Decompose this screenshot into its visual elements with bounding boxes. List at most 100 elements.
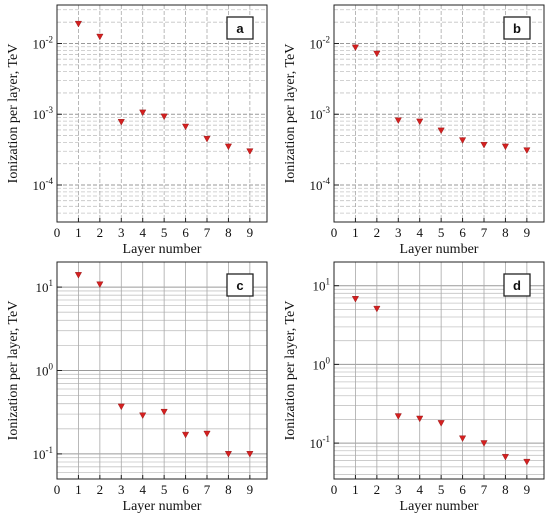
data-point <box>459 137 467 144</box>
panel-label-box <box>503 273 531 297</box>
x-tick-label: 2 <box>374 482 381 497</box>
data-point <box>351 44 359 52</box>
grid <box>57 261 267 480</box>
x-tick-label: 9 <box>524 225 531 240</box>
data-point <box>523 458 531 466</box>
x-tick-label: 7 <box>481 482 488 497</box>
data-point <box>416 415 424 423</box>
x-tick-label: 6 <box>459 225 466 240</box>
y-tick-label: 10-1 <box>33 445 54 462</box>
data-point <box>246 451 254 458</box>
x-tick-label: 7 <box>481 225 488 240</box>
x-axis-label: Layer number <box>400 242 479 257</box>
data-point <box>96 33 104 41</box>
y-tick-label: 100 <box>313 355 331 372</box>
plot-area <box>57 5 267 222</box>
x-tick-label: 0 <box>331 482 338 497</box>
x-tick-label: 9 <box>247 482 254 497</box>
data-point <box>182 123 190 131</box>
data-point <box>203 135 211 143</box>
data-point <box>224 451 232 458</box>
x-tick-label: 1 <box>352 482 359 497</box>
data-point <box>437 420 445 427</box>
plot-frame <box>333 261 545 480</box>
data-point <box>373 305 381 313</box>
panel-label-box <box>226 273 254 297</box>
x-tick-label: 3 <box>118 225 125 240</box>
x-tick-label: 3 <box>395 225 402 240</box>
y-tick-label: 10-4 <box>310 176 331 193</box>
data-point <box>416 118 424 126</box>
x-tick-label: 5 <box>438 482 445 497</box>
panel-a: 0 1 2 3 4 5 6 7 8 9 10-2 10-3 10-4 Layer number Ioniza… <box>6 4 268 257</box>
data-point <box>74 272 82 279</box>
data-point <box>523 147 531 154</box>
data-point <box>96 281 104 288</box>
panel-label: c <box>236 278 243 293</box>
x-tick-label: 9 <box>524 482 531 497</box>
x-tick-label: 3 <box>118 482 125 497</box>
data-point <box>501 143 509 151</box>
x-tick-label: 0 <box>331 225 338 240</box>
data-point <box>203 430 211 438</box>
data-point <box>394 117 402 124</box>
plot-frame <box>333 4 545 223</box>
y-tick-label: 10-2 <box>33 34 54 51</box>
x-tick-label: 0 <box>54 482 61 497</box>
y-tick-label: 10-4 <box>33 176 54 193</box>
x-tick-label: 8 <box>502 225 509 240</box>
y-tick-label: 100 <box>36 362 54 379</box>
data-point <box>74 20 82 28</box>
x-tick-label: 9 <box>247 225 254 240</box>
data-point <box>437 127 445 135</box>
grid <box>334 5 544 223</box>
data-point <box>182 431 190 439</box>
plot-frame <box>56 4 268 223</box>
data-point <box>117 119 125 126</box>
panel-label-box <box>503 16 531 40</box>
x-tick-label: 6 <box>182 225 189 240</box>
x-tick-label: 8 <box>502 482 509 497</box>
y-axis-label: Ionization per layer, TeV <box>6 301 21 441</box>
x-tick-label: 5 <box>161 225 168 240</box>
panel-label-box <box>226 16 254 40</box>
y-axis-label: Ionization per layer, TeV <box>283 301 298 441</box>
panel-d: 0 1 2 3 4 5 6 7 8 9 101 100 10-1 Layer number Ionizati… <box>283 261 545 514</box>
x-tick-label: 5 <box>438 225 445 240</box>
x-tick-label: 4 <box>139 225 146 240</box>
x-tick-label: 6 <box>459 482 466 497</box>
x-tick-label: 8 <box>225 225 232 240</box>
data-point <box>246 148 254 155</box>
data-point <box>373 50 381 58</box>
y-tick-label: 10-3 <box>33 105 54 122</box>
x-axis-label: Layer number <box>123 499 202 514</box>
x-tick-label: 1 <box>75 482 82 497</box>
x-tick-label: 8 <box>225 482 232 497</box>
y-axis-label: Ionization per layer, TeV <box>283 44 298 184</box>
x-tick-label: 0 <box>54 225 61 240</box>
data-point <box>224 143 232 151</box>
x-axis-label: Layer number <box>123 242 202 257</box>
panel-b: 0 1 2 3 4 5 6 7 8 9 10-2 10-3 10-4 Layer number Ioniza… <box>283 4 545 257</box>
data-point <box>160 408 168 416</box>
y-axis-label: Ionization per layer, TeV <box>6 44 21 184</box>
x-tick-label: 3 <box>395 482 402 497</box>
data-point <box>480 142 488 149</box>
data-point <box>139 412 147 419</box>
x-tick-label: 2 <box>374 225 381 240</box>
data-point <box>459 435 467 442</box>
data-point <box>117 403 125 411</box>
x-tick-label: 2 <box>97 225 104 240</box>
y-tick-label: 10-3 <box>310 105 331 122</box>
plot-area <box>334 5 544 222</box>
x-tick-label: 6 <box>182 482 189 497</box>
x-tick-label: 5 <box>161 482 168 497</box>
data-point <box>351 296 359 303</box>
data-point <box>139 109 147 117</box>
y-tick-label: 101 <box>36 278 54 295</box>
x-tick-label: 1 <box>75 225 82 240</box>
panel-label: b <box>513 21 521 36</box>
x-tick-label: 4 <box>416 225 423 240</box>
panel-c: 0 1 2 3 4 5 6 7 8 9 101 100 10-1 Layer number Ionizati… <box>6 261 268 514</box>
x-tick-label: 2 <box>97 482 104 497</box>
